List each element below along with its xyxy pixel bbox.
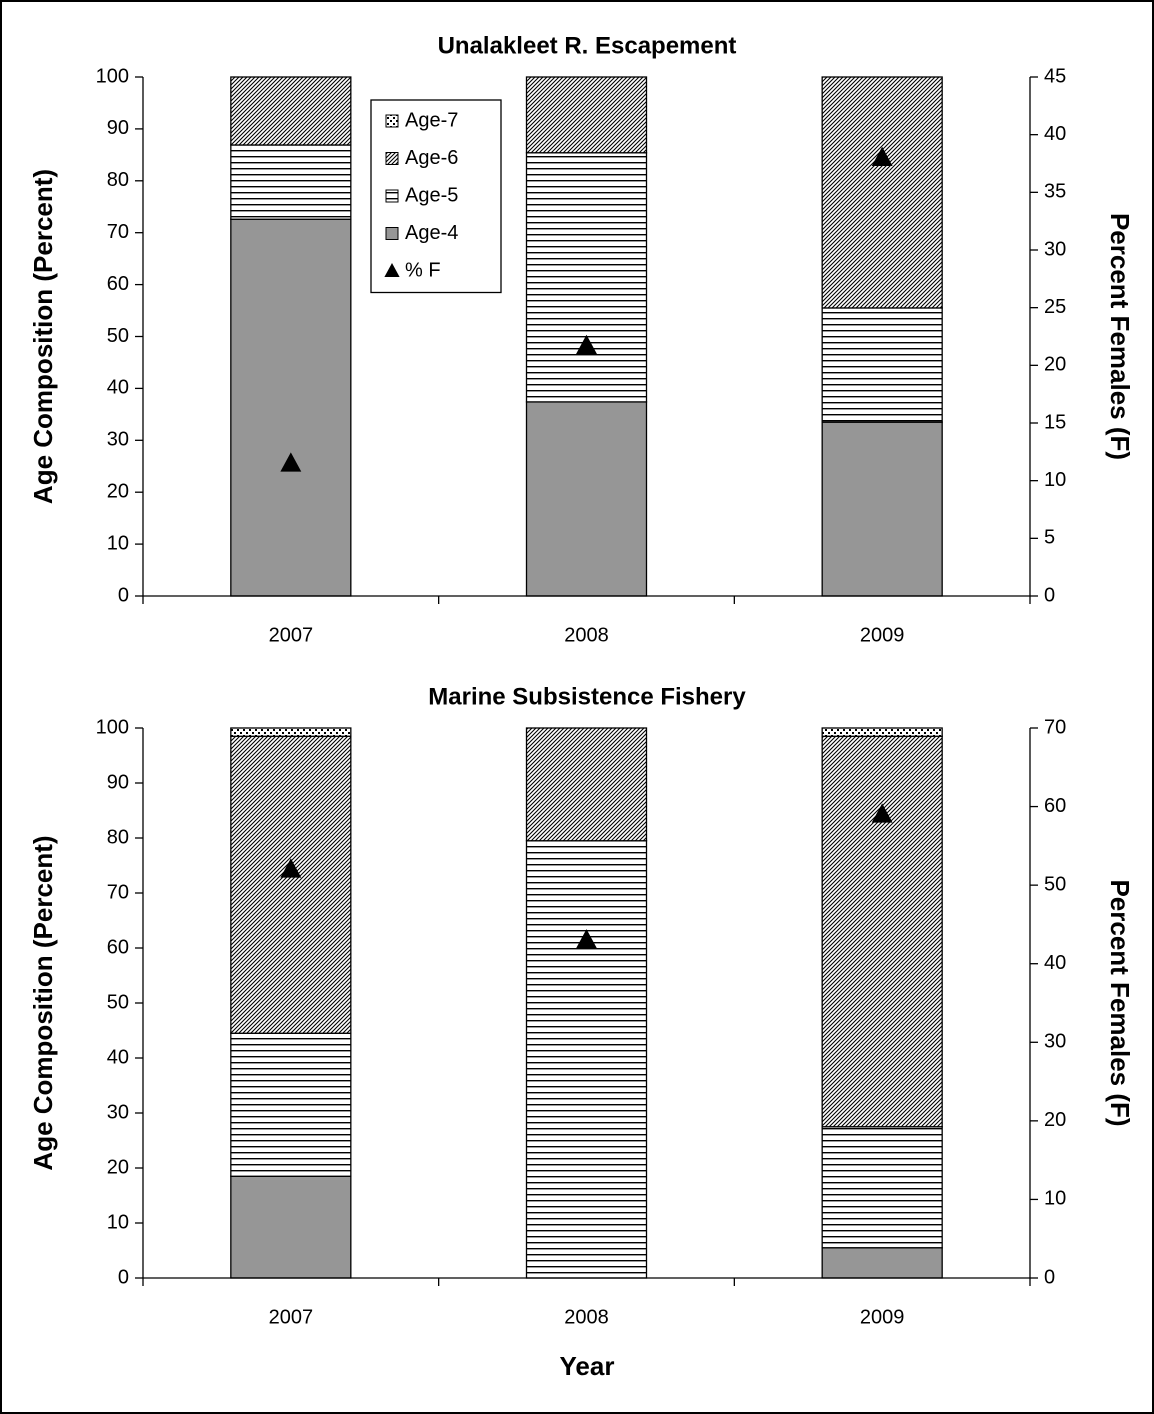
- bar-segment: [525, 727, 648, 842]
- percent-female-marker: [871, 146, 893, 166]
- y-tick-label: 80: [107, 826, 129, 848]
- y2-tick-label: 40: [1044, 952, 1066, 974]
- y2-tick-label: 40: [1044, 123, 1066, 145]
- x-tick-label: 2007: [269, 1306, 314, 1328]
- y-tick-label: 30: [107, 1101, 129, 1123]
- y2-tick-label: 45: [1044, 65, 1066, 87]
- x-tick-label: 2009: [860, 1306, 905, 1328]
- y2-tick-label: 25: [1044, 296, 1066, 318]
- y-axis-label: Age Composition (Percent): [28, 835, 58, 1170]
- legend-swatch: [385, 152, 399, 165]
- percent-female-marker: [576, 334, 597, 354]
- y2-tick-label: 5: [1044, 527, 1055, 549]
- legend-label: Age-7: [405, 109, 458, 131]
- y2-tick-label: 20: [1044, 1109, 1066, 1131]
- bar-segment: [821, 307, 943, 423]
- bar-segment: [821, 1126, 943, 1249]
- bar-segment: [230, 218, 352, 597]
- y2-tick-label: 30: [1044, 1031, 1066, 1053]
- bar-segment: [821, 727, 943, 737]
- y2-axis-label: Percent Females (F): [1105, 879, 1135, 1126]
- y2-tick-label: 15: [1044, 411, 1066, 433]
- y-tick-label: 0: [118, 584, 129, 606]
- bar-segment: [230, 727, 352, 737]
- legend-label: Age-6: [405, 147, 458, 169]
- legend-box: [370, 99, 502, 294]
- x-tick-label: 2008: [564, 624, 609, 646]
- x-tick-label: 2008: [564, 1306, 609, 1328]
- y-tick-label: 70: [107, 221, 129, 243]
- y-tick-label: 100: [96, 65, 129, 87]
- legend-label: Age-4: [405, 222, 458, 244]
- bar-segment: [821, 1247, 943, 1279]
- bar-segment: [525, 840, 648, 1279]
- y-tick-label: 20: [107, 480, 129, 502]
- y2-tick-label: 35: [1044, 181, 1066, 203]
- y2-tick-label: 10: [1044, 1188, 1066, 1210]
- legend-label: Age-5: [405, 184, 458, 206]
- bar-segment: [821, 76, 943, 309]
- y2-tick-label: 50: [1044, 873, 1066, 895]
- y2-tick-label: 10: [1044, 469, 1066, 491]
- y-tick-label: 50: [107, 325, 129, 347]
- y-tick-label: 90: [107, 771, 129, 793]
- percent-female-marker: [871, 803, 893, 823]
- y-tick-label: 90: [107, 117, 129, 139]
- y2-tick-label: 0: [1044, 584, 1055, 606]
- legend-swatch: [385, 114, 399, 128]
- legend-label: % F: [405, 259, 441, 281]
- x-axis-label: Year: [560, 1351, 615, 1381]
- bar-segment: [230, 735, 352, 1034]
- y2-tick-label: 70: [1044, 716, 1066, 738]
- y-tick-label: 70: [107, 881, 129, 903]
- y-tick-label: 20: [107, 1156, 129, 1178]
- y-axis-label: Age Composition (Percent): [28, 169, 58, 504]
- y-tick-label: 80: [107, 169, 129, 191]
- bar-segment: [230, 76, 352, 146]
- y-tick-label: 50: [107, 991, 129, 1013]
- y-tick-label: 0: [118, 1266, 129, 1288]
- bar-segment: [821, 421, 943, 597]
- x-tick-label: 2009: [860, 624, 905, 646]
- y-tick-label: 10: [107, 532, 129, 554]
- legend-swatch: [385, 189, 399, 203]
- bar-segment: [525, 76, 648, 154]
- y-tick-label: 60: [107, 273, 129, 295]
- y-tick-label: 10: [107, 1211, 129, 1233]
- y-tick-label: 40: [107, 1046, 129, 1068]
- y2-tick-label: 0: [1044, 1266, 1055, 1288]
- bar-segment: [230, 1032, 352, 1177]
- percent-female-marker: [280, 858, 302, 878]
- bar-segment: [525, 152, 648, 403]
- y2-tick-label: 20: [1044, 354, 1066, 376]
- bar-segment: [230, 1175, 352, 1279]
- y2-tick-label: 60: [1044, 795, 1066, 817]
- x-tick-label: 2007: [269, 624, 314, 646]
- legend-marker: [384, 263, 400, 277]
- y-tick-label: 60: [107, 936, 129, 958]
- chart-title: Unalakleet R. Escapement: [438, 32, 737, 59]
- y2-tick-label: 30: [1044, 238, 1066, 260]
- bar-segment: [525, 401, 648, 597]
- y-tick-label: 40: [107, 377, 129, 399]
- chart-title: Marine Subsistence Fishery: [428, 683, 746, 710]
- bar-segment: [230, 144, 352, 220]
- percent-female-marker: [576, 929, 597, 949]
- percent-female-marker: [280, 452, 302, 472]
- legend-swatch: [385, 227, 399, 240]
- bar-segment: [821, 735, 943, 1128]
- y-tick-label: 100: [96, 716, 129, 738]
- y2-axis-label: Percent Females (F): [1105, 213, 1135, 460]
- y-tick-label: 30: [107, 429, 129, 451]
